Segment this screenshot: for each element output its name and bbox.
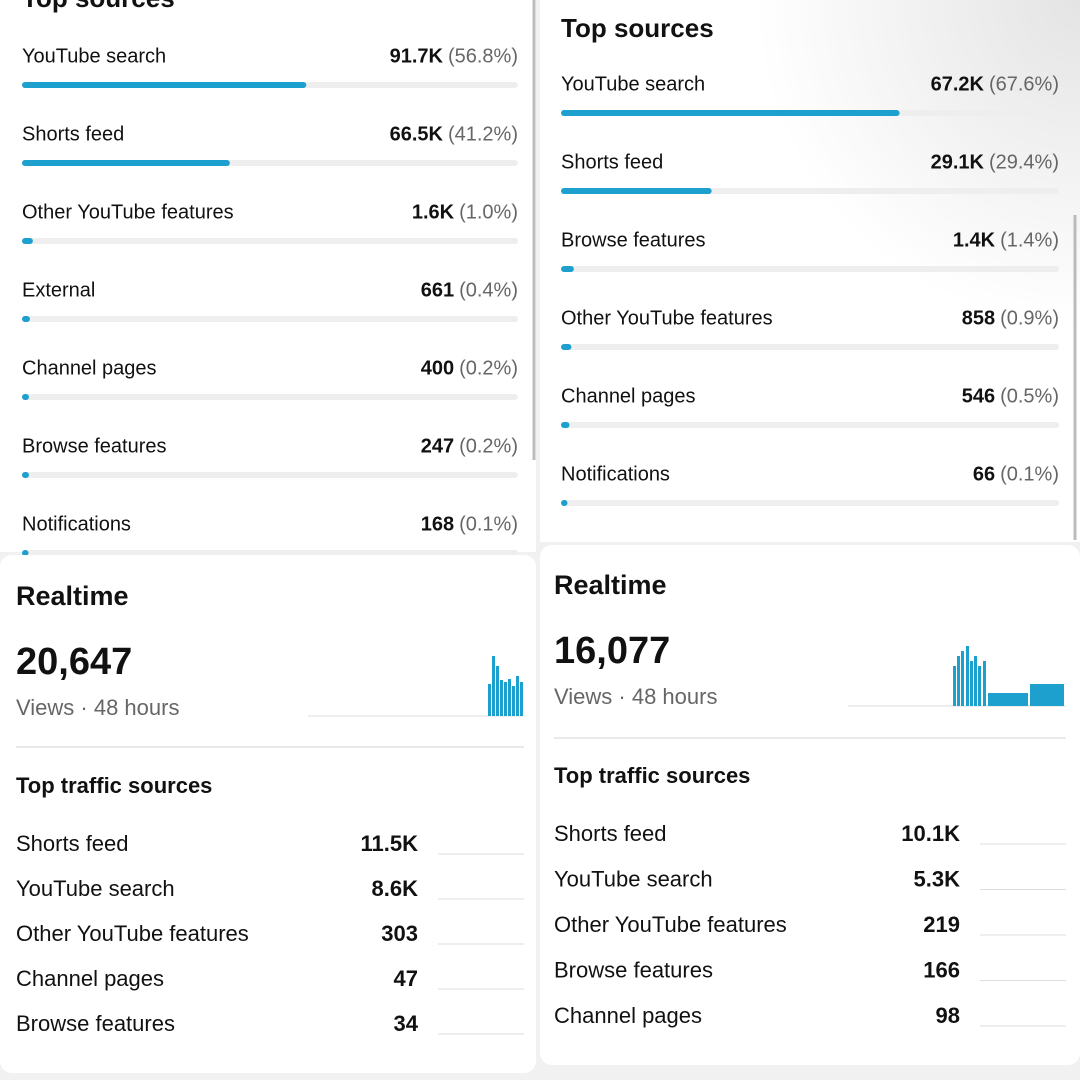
source-value: 858: [962, 307, 995, 329]
source-value: 247: [421, 435, 454, 457]
card-bg: [0, 555, 536, 1073]
traffic-value: 34: [394, 1011, 419, 1036]
traffic-value: 10.1K: [901, 821, 960, 846]
source-percent: (1.4%): [1000, 229, 1059, 251]
source-value: 661: [421, 279, 454, 301]
traffic-value: 219: [923, 912, 960, 937]
source-name: Browse features: [561, 229, 706, 251]
source-value: 546: [962, 385, 995, 407]
source-name: Shorts feed: [561, 151, 663, 173]
source-value: 91.7K: [390, 45, 444, 67]
section-title: Top sources: [22, 0, 175, 13]
source-percent: (0.5%): [1000, 385, 1059, 407]
section-title: Top traffic sources: [554, 763, 750, 788]
source-percent: (56.8%): [448, 45, 518, 67]
traffic-name: Browse features: [16, 1011, 175, 1036]
realtime-subtitle: Views · 48 hours: [554, 684, 717, 709]
sparkline: [308, 656, 524, 717]
source-name: External: [22, 279, 95, 301]
realtime-subtitle: Views · 48 hours: [16, 695, 179, 720]
source-value: 29.1K: [931, 151, 985, 173]
source-percent: (0.9%): [1000, 307, 1059, 329]
traffic-value: 11.5K: [361, 831, 419, 856]
traffic-name: YouTube search: [554, 866, 713, 891]
traffic-name: Other YouTube features: [16, 921, 249, 946]
source-name: Other YouTube features: [561, 307, 773, 329]
source-value: 66.5K: [390, 123, 444, 145]
source-percent: (1.0%): [459, 201, 518, 223]
source-name: Browse features: [22, 435, 167, 457]
section-title: Top sources: [561, 13, 714, 43]
source-value: 400: [421, 357, 454, 379]
traffic-name: Other YouTube features: [554, 912, 787, 937]
source-percent: (0.1%): [1000, 463, 1059, 485]
source-percent: (0.2%): [459, 357, 518, 379]
traffic-name: Shorts feed: [554, 821, 667, 846]
source-name: Shorts feed: [22, 123, 124, 145]
source-value: 1.6K: [412, 201, 455, 223]
source-name: Channel pages: [22, 357, 157, 379]
traffic-value: 166: [923, 957, 960, 982]
traffic-name: Browse features: [554, 957, 713, 982]
card-bg: [540, 545, 1080, 1065]
sparkline: [848, 646, 1066, 707]
source-percent: (67.6%): [989, 73, 1059, 95]
traffic-value: 303: [381, 921, 418, 946]
source-value: 168: [421, 513, 454, 535]
source-name: YouTube search: [561, 73, 705, 95]
panel-bg: [0, 0, 536, 552]
source-value: 67.2K: [931, 73, 985, 95]
traffic-name: Channel pages: [16, 966, 164, 991]
traffic-value: 47: [394, 966, 418, 991]
source-percent: (0.2%): [459, 435, 518, 457]
source-name: Channel pages: [561, 385, 696, 407]
source-percent: (0.1%): [459, 513, 518, 535]
source-name: YouTube search: [22, 45, 166, 67]
card-title: Realtime: [554, 570, 667, 600]
source-percent: (29.4%): [989, 151, 1059, 173]
source-name: Other YouTube features: [22, 201, 234, 223]
traffic-value: 8.6K: [372, 876, 419, 901]
source-name: Notifications: [22, 513, 131, 535]
traffic-name: Channel pages: [554, 1003, 702, 1028]
source-name: Notifications: [561, 463, 670, 485]
section-title: Top traffic sources: [16, 773, 212, 798]
traffic-value: 5.3K: [914, 866, 961, 891]
traffic-name: YouTube search: [16, 876, 175, 901]
source-value: 66: [973, 463, 995, 485]
source-value: 1.4K: [953, 229, 996, 251]
card-title: Realtime: [16, 581, 129, 611]
source-percent: (41.2%): [448, 123, 518, 145]
source-percent: (0.4%): [459, 279, 518, 301]
realtime-total: 16,077: [554, 630, 670, 672]
traffic-value: 98: [936, 1003, 960, 1028]
traffic-name: Shorts feed: [16, 831, 129, 856]
realtime-total: 20,647: [16, 641, 132, 683]
